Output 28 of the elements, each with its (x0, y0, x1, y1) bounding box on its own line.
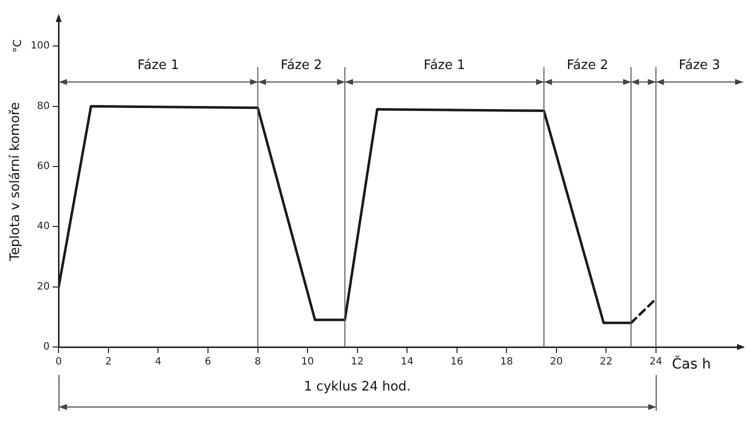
x-tick-label: 0 (56, 356, 62, 368)
x-tick-label: 14 (400, 356, 414, 368)
annotation: Fáze 2 (280, 58, 322, 74)
y-tick-label: 20 (36, 281, 50, 292)
y-tick-label: 40 (36, 221, 50, 232)
x-tick-label: 16 (450, 356, 464, 368)
x-tick-label: 24 (650, 356, 662, 368)
y-axis-title: Teplota v solární komoře (8, 102, 24, 262)
text: °C (10, 39, 24, 53)
x-tick-label: 20 (550, 356, 563, 368)
x-tick-label: 6 (204, 356, 212, 368)
y-tick-label: 0 (43, 342, 50, 353)
y-tick-label: 80 (36, 100, 50, 112)
x-tick-label: 8 (254, 356, 261, 368)
x-tick-label: 4 (155, 356, 162, 368)
x-tick-label: 10 (301, 356, 314, 368)
text: 1 cyklus 24 hod. (304, 379, 411, 394)
annotation: Fáze 3 (678, 58, 720, 74)
annotation: Fáze 1 (137, 58, 179, 74)
x-tick-label: 2 (105, 356, 112, 368)
x-tick-label: 22 (600, 356, 613, 368)
x-tick-label: 12 (350, 356, 364, 368)
x-axis-title: Čas h (672, 356, 711, 373)
annotation: Fáze 1 (424, 58, 466, 74)
y-tick-label: 60 (36, 161, 50, 172)
annotation: Fáze 2 (566, 58, 608, 74)
y-tick-label: 100 (30, 40, 50, 52)
x-tick-label: 18 (500, 356, 513, 368)
